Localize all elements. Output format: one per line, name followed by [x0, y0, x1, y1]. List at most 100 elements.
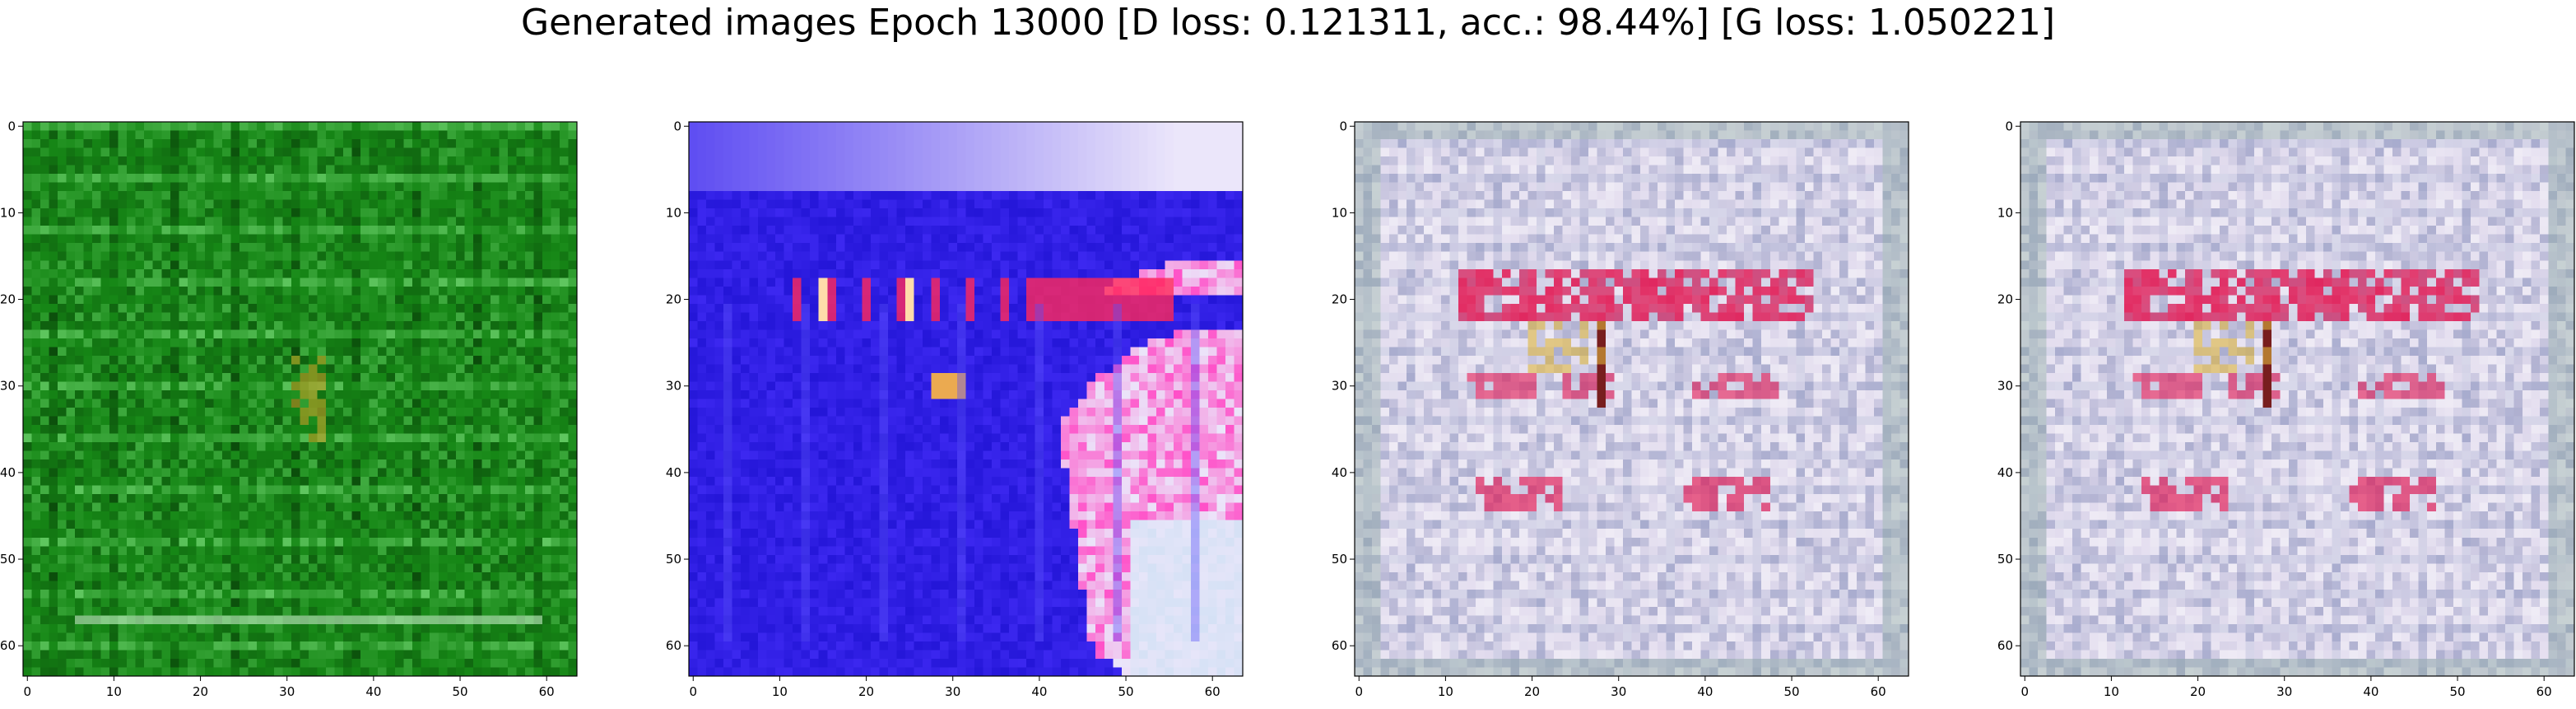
image-pixel: [464, 486, 473, 495]
image-pixel: [326, 486, 335, 495]
image-pixel: [153, 408, 162, 417]
image-pixel: [196, 538, 205, 547]
image-pixel: [136, 546, 145, 555]
image-pixel: [421, 252, 430, 261]
image-pixel: [456, 477, 465, 486]
image-pixel: [568, 347, 577, 356]
image-pixel: [568, 304, 577, 313]
image-pixel: [230, 312, 239, 321]
image-pixel: [213, 139, 222, 148]
image-pixel: [1026, 148, 1035, 157]
image-pixel: [92, 191, 101, 200]
image-pixel: [551, 356, 560, 365]
image-pixel: [282, 529, 291, 538]
image-pixel: [439, 226, 448, 235]
image-pixel: [222, 226, 231, 235]
image-pixel: [395, 641, 404, 651]
image-pixel: [1139, 226, 1148, 235]
image-pixel: [101, 269, 110, 278]
image-pixel: [352, 166, 361, 175]
image-pixel: [525, 304, 534, 313]
image-pixel: [1147, 166, 1156, 175]
image-pixel: [109, 338, 119, 348]
image-pixel: [300, 390, 309, 399]
image-pixel: [309, 321, 318, 330]
image-pixel: [222, 581, 231, 590]
image-pixel: [387, 399, 396, 408]
image-pixel: [802, 148, 811, 157]
image-pixel: [525, 122, 534, 131]
image-pixel: [464, 381, 473, 390]
image-pixel: [239, 469, 249, 478]
image-pixel: [516, 148, 525, 157]
image-pixel: [84, 555, 93, 564]
image-pixel: [1061, 191, 1070, 200]
image-pixel: [568, 598, 577, 607]
image-pixel: [230, 200, 239, 209]
image-pixel: [127, 486, 136, 495]
image-pixel: [810, 156, 819, 166]
image-pixel: [144, 243, 153, 252]
image-pixel: [378, 555, 387, 564]
image-pixel: [387, 494, 396, 503]
image-pixel: [67, 546, 76, 555]
image-pixel: [352, 598, 361, 607]
image-pixel: [49, 425, 58, 434]
image-pixel: [516, 417, 525, 426]
image-pixel: [144, 598, 153, 607]
image-pixel: [560, 312, 569, 321]
image-pixel: [239, 381, 249, 390]
image-pixel: [67, 329, 76, 338]
image-pixel: [387, 511, 396, 520]
image-pixel: [378, 287, 387, 296]
image-pixel: [560, 650, 569, 659]
image-pixel: [188, 434, 197, 443]
image-pixel: [370, 321, 379, 330]
image-pixel: [404, 632, 413, 641]
image-pixel: [412, 598, 421, 607]
image-pixel: [196, 338, 205, 348]
image-pixel: [257, 659, 266, 668]
image-pixel: [568, 624, 577, 633]
image-pixel: [404, 304, 413, 313]
image-pixel: [914, 166, 923, 175]
image-pixel: [101, 295, 110, 304]
image-pixel: [836, 191, 845, 200]
image-pixel: [516, 321, 525, 330]
image-pixel: [412, 338, 421, 348]
image-pixel: [257, 520, 266, 529]
image-pixel: [101, 364, 110, 373]
image-pixel: [568, 235, 577, 244]
image-pixel: [257, 287, 266, 296]
image-pixel: [1225, 156, 1235, 166]
image-pixel: [179, 139, 188, 148]
image-pixel: [318, 417, 327, 426]
image-pixel: [343, 425, 352, 434]
image-pixel: [370, 269, 379, 278]
image-pixel: [179, 131, 188, 140]
image-pixel: [931, 235, 940, 244]
image-pixel: [1026, 208, 1035, 217]
image-pixel: [551, 312, 560, 321]
image-pixel: [914, 148, 923, 157]
image-pixel: [205, 321, 214, 330]
generated-image-1: [23, 122, 578, 677]
image-pixel: [67, 581, 76, 590]
image-pixel: [300, 624, 309, 633]
image-pixel: [248, 381, 257, 390]
image-pixel: [499, 226, 508, 235]
image-pixel: [456, 243, 465, 252]
image-pixel: [291, 494, 300, 503]
image-pixel: [291, 555, 300, 564]
image-pixel: [352, 590, 361, 599]
image-pixel: [447, 174, 456, 183]
image-pixel: [1001, 208, 1010, 217]
image-pixel: [127, 650, 136, 659]
image-pixel: [473, 166, 482, 175]
image-pixel: [404, 243, 413, 252]
image-pixel: [188, 373, 197, 382]
image-pixel: [196, 329, 205, 338]
image-pixel: [32, 590, 41, 599]
image-pixel: [40, 572, 49, 581]
image-pixel: [291, 148, 300, 157]
